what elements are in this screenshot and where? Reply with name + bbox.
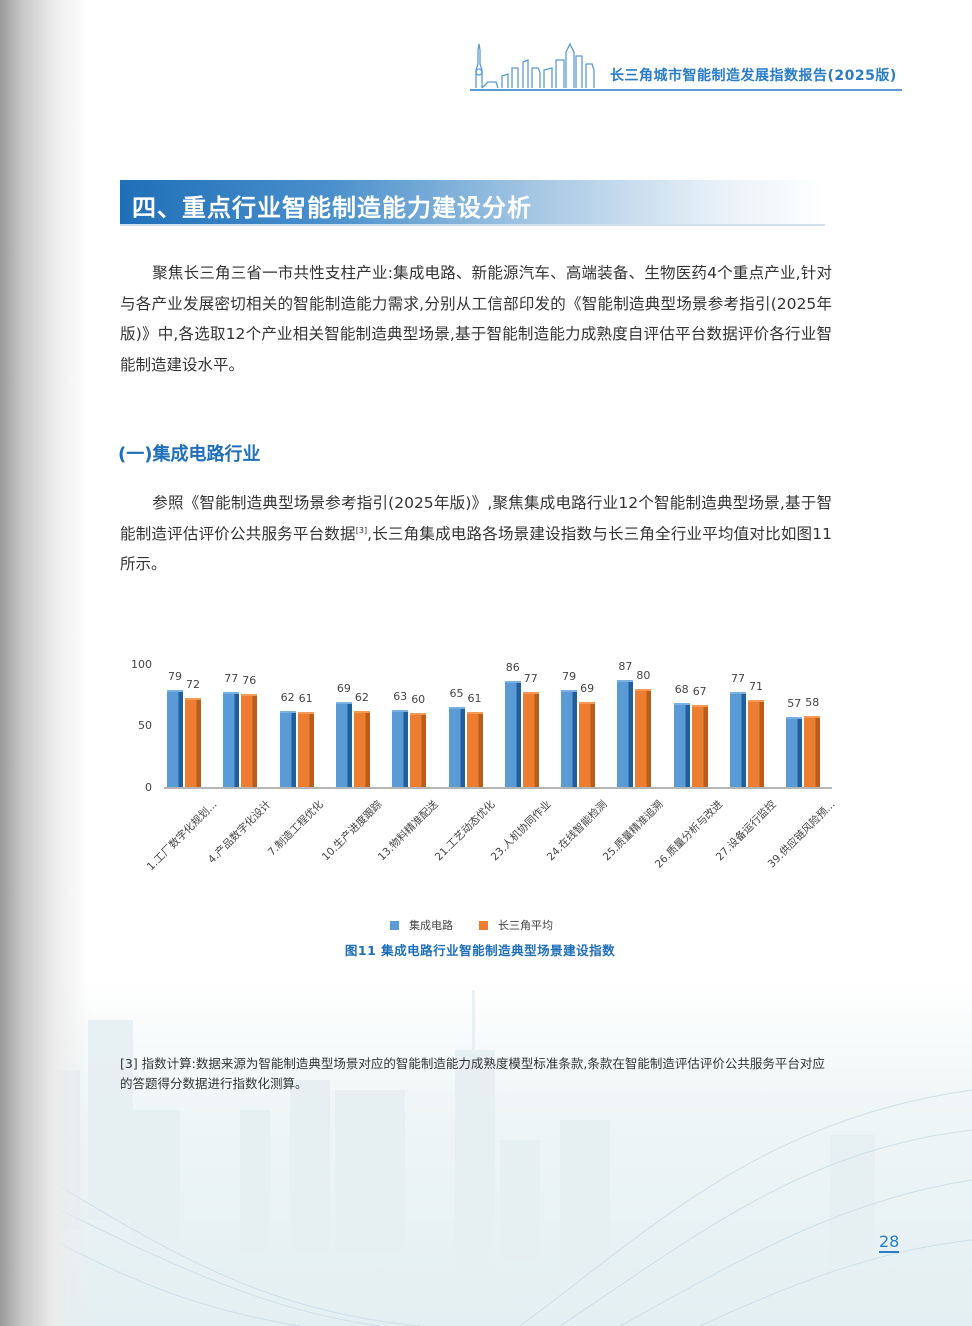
skyline-logo-icon [470,42,902,91]
bar-avg-10 [748,699,764,787]
bar-ic-1 [223,692,240,787]
data-label: 67 [692,684,707,698]
bar-avg-4 [410,713,427,787]
y-tick-50: 50 [138,719,152,732]
bar-chart-figure-11: 100 50 0 79 72 77 76 62 61 69 62 63 60 65 61 86 77 79 6… [120,650,840,960]
y-tick-100: 100 [131,658,152,671]
data-label: 62 [280,690,295,704]
legend-swatch-blue-icon [390,920,399,930]
bar-avg-5 [466,711,483,787]
page-header: 长三角城市智能制造发展指数报告(2025版) [468,42,904,94]
report-title: 长三角城市智能制造发展指数报告(2025版) [610,68,897,84]
bar-avg-6 [522,692,539,787]
bar-avg-2 [297,711,314,787]
data-label: 57 [787,696,802,710]
legend-item-avg: 长三角平均 [479,917,553,933]
bar-ic-11 [786,716,803,787]
section-banner: 四、重点行业智能制造能力建设分析 [120,180,825,226]
data-label: 79 [562,669,577,683]
section-intro-paragraph: 聚焦长三角三省一市共性支柱产业:集成电路、新能源汽车、高端装备、生物医药4个重点… [120,258,832,380]
data-label: 71 [749,679,763,693]
data-label: 86 [505,661,520,675]
plot-area: 79 72 77 76 62 61 69 62 63 60 65 61 86 77 79 69 87 80 68 67… [120,650,840,787]
background-cityscape [0,980,972,1326]
bar-avg-11 [804,715,821,787]
bar-ic-3 [335,702,352,787]
data-label: 69 [336,682,351,696]
x-tick-label: 1.工厂数字化规划... [145,798,220,874]
data-label: 77 [731,672,745,686]
legend-item-ic: 集成电路 [390,917,453,933]
bar-ic-4 [392,709,409,787]
bar-ic-0 [167,689,183,787]
data-label: 79 [168,669,182,683]
y-tick-0: 0 [145,781,152,794]
bar-ic-5 [448,707,465,787]
data-label: 77 [224,672,239,686]
bar-avg-0 [185,698,201,787]
page-gutter-shadow [0,0,90,1326]
data-label: 62 [354,690,369,704]
bar-avg-9 [691,704,708,787]
subsection-title: (一)集成电路行业 [118,444,261,465]
legend-label: 集成电路 [409,919,453,932]
bar-avg-3 [353,710,370,787]
legend-label: 长三角平均 [498,919,553,932]
data-label: 69 [580,682,595,696]
data-label: 87 [618,659,633,673]
x-axis-line [164,787,832,789]
paragraph-text-continued: ,长三角集成电路各场景建设指数与长三角全行业平均值对比如图11所示。 [120,524,832,574]
data-label: 63 [393,689,408,703]
data-label: 72 [186,678,200,692]
footnote-reference[interactable]: [3] [355,525,368,535]
data-label: 61 [298,691,313,705]
section-intro-text: 聚焦长三角三省一市共性支柱产业:集成电路、新能源汽车、高端装备、生物医药4个重点… [120,264,832,374]
footnote: [3] 指数计算:数据来源为智能制造典型场景对应的智能制造能力成熟度模型标准条款… [120,1056,825,1091]
bar-avg-8 [635,688,652,787]
data-label: 58 [805,695,820,709]
bar-ic-10 [730,692,746,787]
x-tick-label: 7.制造工程优化 [266,798,327,859]
data-label: 61 [467,691,482,705]
subsection-paragraph: 参照《智能制造典型场景参考指引(2025年版)》,聚焦集成电路行业12个智能制造… [120,488,832,580]
legend-swatch-orange-icon [479,920,488,930]
bar-ic-6 [504,681,521,787]
data-label: 77 [523,672,538,686]
bar-avg-7 [579,702,596,787]
data-label: 60 [411,693,426,707]
chart-legend: 集成电路 长三角平均 [390,917,553,933]
bar-avg-1 [241,693,258,787]
data-label: 76 [242,673,257,687]
bar-ic-7 [561,689,578,787]
bar-ic-2 [279,710,296,787]
bar-ic-9 [673,703,690,787]
bar-ic-8 [617,679,634,787]
page-number: 28 [879,1232,900,1253]
data-label: 65 [449,687,464,701]
data-label: 80 [636,668,651,682]
data-label: 68 [674,683,689,697]
figure-caption: 图11 集成电路行业智能制造典型场景建设指数 [344,943,616,958]
section-title: 四、重点行业智能制造能力建设分析 [132,194,532,222]
paragraph-text: 参照《智能制造典型场景参考指引(2025年版)》,聚焦集成电路行业12个智能制造… [120,494,832,543]
